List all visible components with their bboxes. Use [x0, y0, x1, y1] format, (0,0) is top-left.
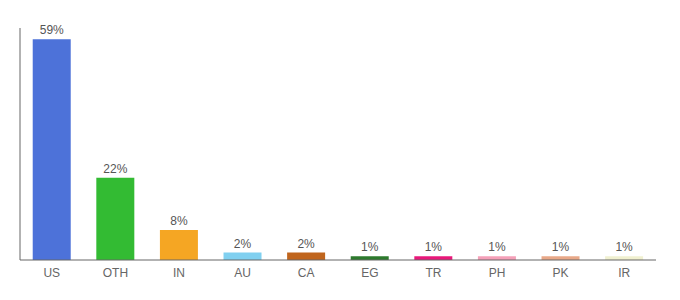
svg-text:CA: CA — [298, 266, 315, 280]
svg-text:1%: 1% — [615, 240, 633, 254]
svg-text:22%: 22% — [103, 162, 127, 176]
svg-text:AU: AU — [234, 266, 251, 280]
svg-text:1%: 1% — [361, 240, 379, 254]
svg-text:IR: IR — [618, 266, 630, 280]
svg-text:PH: PH — [489, 266, 506, 280]
svg-text:8%: 8% — [170, 214, 188, 228]
svg-text:2%: 2% — [234, 237, 252, 251]
svg-text:TR: TR — [425, 266, 441, 280]
svg-text:EG: EG — [361, 266, 378, 280]
svg-text:1%: 1% — [425, 240, 443, 254]
svg-text:1%: 1% — [552, 240, 570, 254]
svg-text:PK: PK — [553, 266, 569, 280]
svg-text:59%: 59% — [40, 23, 64, 37]
svg-text:1%: 1% — [488, 240, 506, 254]
svg-text:OTH: OTH — [103, 266, 128, 280]
svg-text:US: US — [43, 266, 60, 280]
svg-text:2%: 2% — [297, 237, 315, 251]
svg-text:IN: IN — [173, 266, 185, 280]
